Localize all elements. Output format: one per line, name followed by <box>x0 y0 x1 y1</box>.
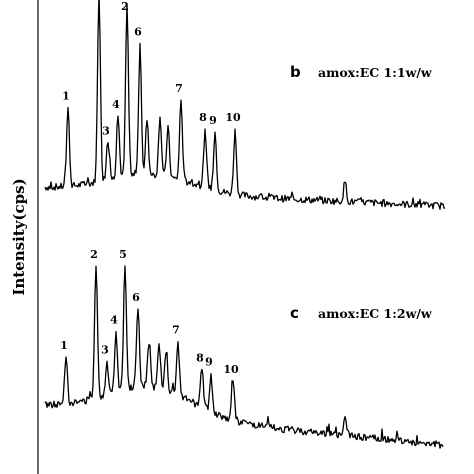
panel-letter-b: b <box>290 63 301 81</box>
peak-label-b-10: 10 <box>225 111 241 124</box>
peak-labels-b: 1 3 4 26 7 8 9 10 <box>62 0 241 138</box>
peak-label-c-4: 4 <box>110 314 118 327</box>
series-trace-c <box>44 265 444 449</box>
peak-label-b-7: 7 <box>175 82 183 95</box>
peak-label-c-8: 8 <box>196 352 204 365</box>
peak-labels-c: 1 2 3 4 5 6 7 8 9 10 <box>60 248 239 376</box>
series-trace-b <box>44 0 446 210</box>
peak-label-b-1: 1 <box>62 90 70 103</box>
series-name-b: amox:EC 1:1w/w <box>318 65 433 80</box>
peak-label-b-4: 4 <box>112 98 120 111</box>
peak-label-c-7: 7 <box>172 324 180 337</box>
series-name-c: amox:EC 1:2w/w <box>318 306 433 321</box>
peak-label-c-9: 9 <box>205 356 213 369</box>
peak-label-c-3: 3 <box>101 343 109 356</box>
peak-label-b-9: 9 <box>209 114 217 127</box>
peak-label-b-6: 6 <box>134 25 142 38</box>
peak-label-c-10: 10 <box>223 363 239 376</box>
peak-label-c-6: 6 <box>132 291 140 304</box>
peak-label-c-1: 1 <box>60 339 68 352</box>
peak-label-c-5: 5 <box>119 248 127 261</box>
peak-label-b-2: 2 <box>121 0 129 13</box>
panel-letter-c: c <box>290 304 299 322</box>
peak-label-b-8: 8 <box>199 111 207 124</box>
y-axis-label: Intensity(cps) <box>10 178 28 295</box>
peak-label-b-3: 3 <box>102 125 110 138</box>
peak-label-c-2: 2 <box>90 248 98 261</box>
